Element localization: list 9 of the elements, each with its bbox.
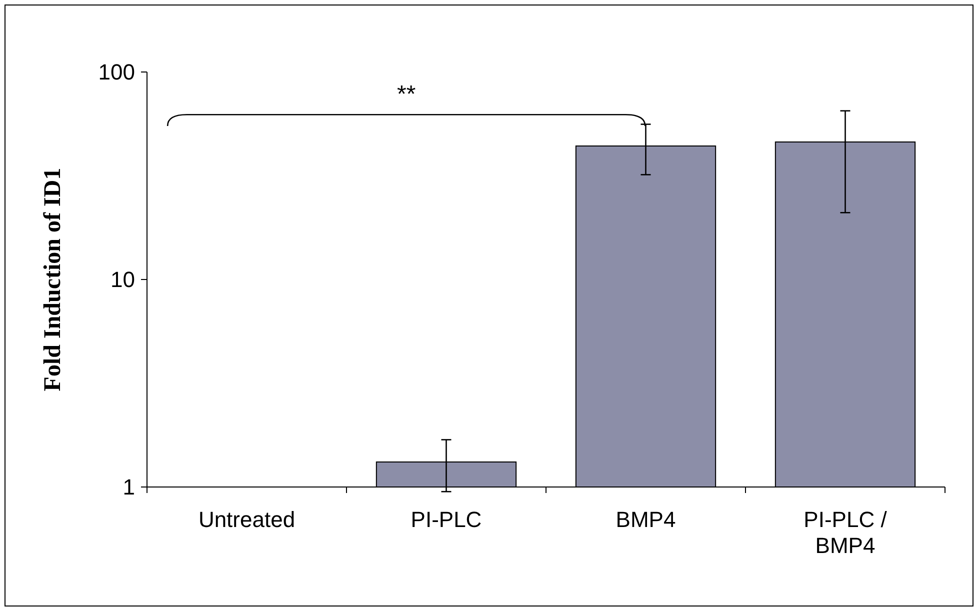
x-tick-label: Untreated	[198, 507, 296, 532]
y-tick-label: 1	[122, 474, 135, 500]
y-axis-title: Fold Induction of ID1	[40, 168, 66, 392]
y-tick-label: 10	[110, 267, 135, 292]
y-tick-label: 100	[98, 60, 135, 85]
annotation: **	[396, 81, 416, 108]
x-tick-label: BMP4	[616, 507, 676, 532]
x-tick-label: PI-PLC / BMP4	[804, 507, 888, 558]
x-tick-label: PI-PLC	[410, 507, 482, 532]
